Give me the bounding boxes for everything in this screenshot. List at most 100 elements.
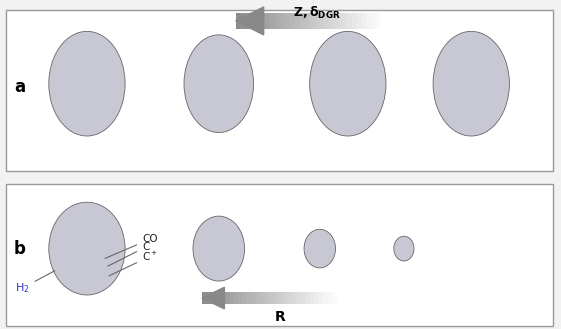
Bar <box>245 13 250 29</box>
Polygon shape <box>202 287 224 309</box>
Bar <box>301 292 305 304</box>
Ellipse shape <box>318 42 378 126</box>
Bar <box>251 292 256 304</box>
Bar <box>283 292 287 304</box>
Text: C: C <box>108 242 149 266</box>
Ellipse shape <box>450 55 492 113</box>
Bar <box>255 13 260 29</box>
Ellipse shape <box>401 244 407 253</box>
Ellipse shape <box>193 216 245 281</box>
Bar <box>274 13 279 29</box>
Bar <box>220 292 224 304</box>
Ellipse shape <box>69 59 105 108</box>
Ellipse shape <box>341 74 355 94</box>
Bar <box>260 292 265 304</box>
Bar <box>292 292 296 304</box>
Ellipse shape <box>314 241 325 256</box>
Ellipse shape <box>57 42 117 126</box>
Bar <box>296 292 301 304</box>
Bar <box>265 13 270 29</box>
Ellipse shape <box>184 35 254 133</box>
Text: $\mathbf{R}$: $\mathbf{R}$ <box>274 311 287 324</box>
Bar <box>242 292 247 304</box>
Bar <box>319 292 323 304</box>
Bar <box>343 13 347 29</box>
Bar <box>260 13 265 29</box>
Bar <box>224 292 229 304</box>
Ellipse shape <box>208 68 230 99</box>
Text: C$^+$: C$^+$ <box>109 250 158 276</box>
Bar <box>304 13 309 29</box>
Bar <box>338 13 343 29</box>
Bar <box>215 292 220 304</box>
Ellipse shape <box>396 239 412 259</box>
Bar <box>284 13 289 29</box>
Ellipse shape <box>57 212 117 286</box>
Bar <box>332 292 337 304</box>
Text: a: a <box>14 78 25 96</box>
Ellipse shape <box>198 223 240 275</box>
Bar <box>305 292 310 304</box>
Ellipse shape <box>49 202 125 295</box>
Ellipse shape <box>204 62 234 105</box>
Ellipse shape <box>310 237 330 261</box>
Text: H$_2$: H$_2$ <box>15 271 55 295</box>
Ellipse shape <box>312 240 327 258</box>
Bar <box>357 13 362 29</box>
Ellipse shape <box>307 233 332 264</box>
Bar <box>289 13 294 29</box>
Bar <box>318 13 323 29</box>
Bar <box>309 13 314 29</box>
Text: CO: CO <box>105 234 158 258</box>
Bar <box>211 292 215 304</box>
Ellipse shape <box>399 242 409 255</box>
Ellipse shape <box>197 53 241 114</box>
Ellipse shape <box>73 65 100 103</box>
Bar <box>229 292 233 304</box>
Bar <box>310 292 314 304</box>
Bar <box>314 13 318 29</box>
Ellipse shape <box>191 45 247 123</box>
FancyBboxPatch shape <box>6 184 553 326</box>
Bar <box>233 292 238 304</box>
Bar <box>250 13 255 29</box>
Ellipse shape <box>329 58 367 110</box>
Bar <box>328 292 332 304</box>
Bar <box>299 13 304 29</box>
Text: b: b <box>14 240 26 258</box>
Ellipse shape <box>304 229 335 268</box>
Bar <box>376 13 381 29</box>
FancyBboxPatch shape <box>6 11 553 171</box>
Ellipse shape <box>441 42 502 126</box>
Bar <box>278 292 283 304</box>
Ellipse shape <box>209 237 228 260</box>
Bar <box>352 13 357 29</box>
Bar <box>274 292 278 304</box>
Bar <box>279 13 284 29</box>
Ellipse shape <box>73 232 100 265</box>
Bar <box>347 13 352 29</box>
Bar <box>362 13 367 29</box>
Ellipse shape <box>447 50 496 118</box>
Bar <box>236 13 241 29</box>
Ellipse shape <box>206 233 231 264</box>
Bar <box>202 292 206 304</box>
Bar <box>287 292 292 304</box>
Bar <box>314 292 319 304</box>
Ellipse shape <box>394 236 414 261</box>
Bar <box>247 292 251 304</box>
Ellipse shape <box>203 228 235 269</box>
Bar <box>333 13 338 29</box>
Bar <box>372 13 376 29</box>
Bar <box>256 292 260 304</box>
Bar <box>323 13 328 29</box>
Ellipse shape <box>433 31 509 136</box>
Bar <box>294 13 299 29</box>
Ellipse shape <box>397 240 411 257</box>
Ellipse shape <box>49 31 125 136</box>
Polygon shape <box>236 7 264 35</box>
Bar <box>265 292 269 304</box>
Bar <box>269 292 274 304</box>
Ellipse shape <box>323 50 373 118</box>
Bar <box>241 13 245 29</box>
